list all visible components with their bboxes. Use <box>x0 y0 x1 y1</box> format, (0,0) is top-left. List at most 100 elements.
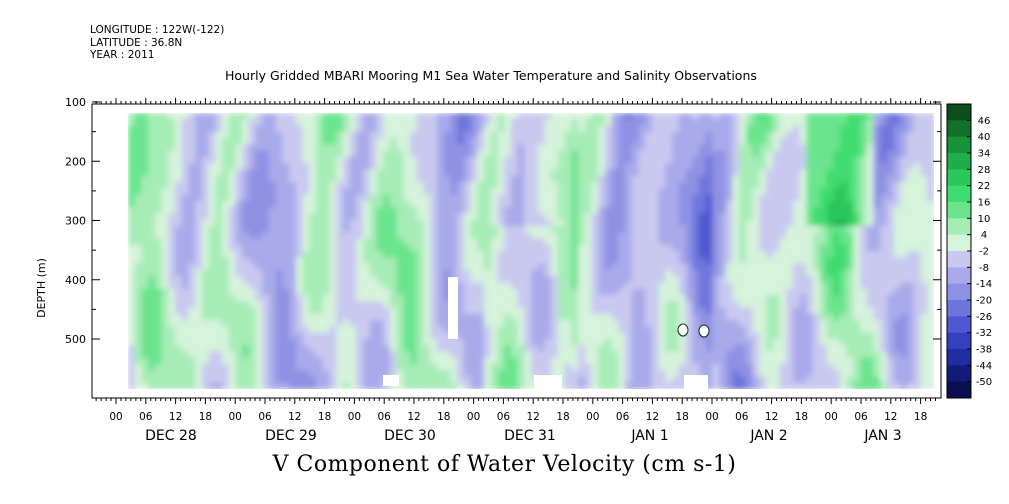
field-cell <box>389 207 398 215</box>
field-cell <box>517 113 526 121</box>
field-cell <box>228 163 237 171</box>
field-cell <box>873 156 882 164</box>
field-cell <box>786 163 794 171</box>
field-cell <box>275 269 284 277</box>
field-cell <box>497 113 505 121</box>
field-cell <box>248 113 257 121</box>
field-cell <box>329 269 338 277</box>
field-cell <box>578 288 586 296</box>
field-cell <box>631 144 640 152</box>
field-cell <box>578 263 586 271</box>
field-cell <box>745 225 754 233</box>
field-cell <box>819 288 828 296</box>
field-cell <box>786 382 794 389</box>
field-cell <box>839 313 848 321</box>
field-cell <box>531 225 539 233</box>
field-cell <box>631 251 640 259</box>
field-cell <box>739 326 747 334</box>
field-cell <box>269 326 277 334</box>
field-cell <box>759 232 767 240</box>
field-cell <box>645 225 653 233</box>
field-cell <box>860 332 868 340</box>
field-cell <box>598 144 606 152</box>
field-cell <box>786 263 794 271</box>
field-cell <box>423 276 432 284</box>
field-cell <box>510 150 519 158</box>
field-cell <box>544 345 552 353</box>
field-cell <box>692 282 700 290</box>
field-cell <box>430 269 438 277</box>
field-cell <box>289 213 297 221</box>
field-cell <box>598 357 606 365</box>
field-cell <box>483 313 492 321</box>
field-cell <box>873 232 882 240</box>
field-cell <box>423 288 432 296</box>
field-cell <box>222 357 230 365</box>
field-cell <box>779 188 788 196</box>
field-cell <box>195 232 203 240</box>
field-cell <box>806 188 814 196</box>
field-cell <box>786 200 794 208</box>
field-cell <box>578 276 586 284</box>
field-cell <box>269 301 277 309</box>
field-cell <box>752 169 761 177</box>
field-cell <box>604 269 613 277</box>
field-cell <box>289 257 297 265</box>
field-cell <box>181 257 190 265</box>
field-cell <box>786 251 794 259</box>
field-cell <box>497 125 505 133</box>
field-cell <box>578 351 586 359</box>
field-cell <box>611 244 620 252</box>
field-cell <box>517 119 526 127</box>
field-cell <box>651 125 660 133</box>
field-cell <box>504 156 512 164</box>
field-cell <box>248 213 257 221</box>
field-cell <box>779 257 788 265</box>
field-cell <box>242 232 250 240</box>
field-cell <box>591 150 599 158</box>
field-cell <box>208 263 217 271</box>
field-cell <box>551 244 559 252</box>
field-cell <box>698 370 707 378</box>
field-cell <box>134 376 143 384</box>
field-cell <box>779 357 788 365</box>
field-cell <box>423 232 432 240</box>
field-cell <box>698 363 707 371</box>
field-cell <box>322 282 331 290</box>
field-cell <box>477 119 485 127</box>
field-cell <box>510 219 519 227</box>
field-cell <box>625 338 633 346</box>
field-cell <box>510 238 519 246</box>
field-cell <box>128 251 136 259</box>
field-cell <box>215 269 223 277</box>
field-cell <box>618 370 626 378</box>
field-cell <box>524 376 532 384</box>
field-cell <box>819 163 828 171</box>
field-cell <box>510 125 519 133</box>
field-cell <box>564 138 573 146</box>
field-cell <box>531 119 539 127</box>
field-cell <box>591 257 599 265</box>
field-cell <box>423 307 432 315</box>
field-cell <box>611 150 620 158</box>
field-cell <box>705 332 714 340</box>
field-cell <box>222 194 230 202</box>
field-cell <box>161 370 170 378</box>
field-cell <box>175 326 183 334</box>
field-cell <box>826 188 835 196</box>
field-cell <box>477 288 485 296</box>
field-cell <box>712 225 720 233</box>
field-cell <box>504 182 512 190</box>
field-cell <box>154 131 163 139</box>
field-cell <box>739 156 747 164</box>
field-cell <box>786 288 794 296</box>
field-cell <box>336 138 344 146</box>
field-cell <box>725 313 734 321</box>
field-cell <box>282 276 290 284</box>
field-cell <box>839 238 848 246</box>
field-cell <box>457 376 465 384</box>
field-cell <box>618 313 626 321</box>
field-cell <box>678 219 687 227</box>
field-cell <box>255 351 264 359</box>
field-cell <box>470 175 479 183</box>
